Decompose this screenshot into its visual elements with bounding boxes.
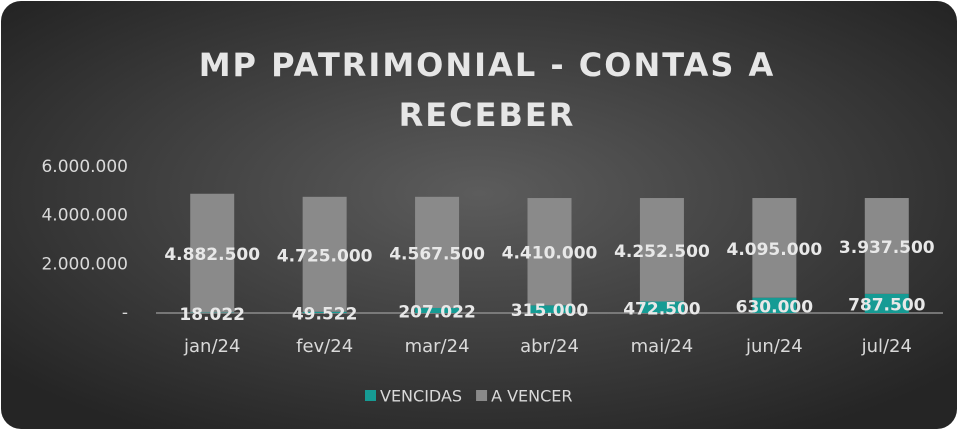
data-label: 207.022: [398, 302, 475, 322]
x-tick-label: mar/24: [405, 336, 470, 357]
bar-segment: [639, 301, 684, 313]
x-tick-label: fev/24: [296, 336, 353, 357]
y-tick-label: 4.000.000: [41, 206, 128, 226]
data-label: 4.725.000: [277, 246, 373, 266]
data-label: 472.500: [623, 299, 701, 319]
data-label: 4.882.500: [164, 245, 260, 265]
bar-segment: [190, 193, 235, 313]
bar-segment: [415, 307, 460, 313]
y-tick-label: -: [122, 303, 128, 323]
legend-swatch: [365, 390, 376, 401]
legend-swatch: [476, 390, 488, 401]
data-label: 4.567.500: [389, 244, 485, 264]
bar-segment: [864, 293, 909, 313]
data-label: 630.000: [736, 297, 814, 317]
data-label: 4.410.000: [502, 244, 598, 264]
data-label: 18.022: [179, 305, 245, 325]
bar-segment: [527, 198, 572, 306]
y-tick-label: 6.000.000: [41, 157, 128, 177]
x-tick-label: mai/24: [631, 336, 694, 357]
data-label: 787.500: [848, 295, 926, 315]
bar-segment: [527, 305, 572, 313]
y-tick-label: 2.000.000: [41, 254, 128, 274]
legend-label: VENCIDAS: [380, 387, 462, 406]
data-label: 4.252.500: [614, 242, 710, 262]
data-label: 315.000: [511, 301, 589, 321]
bar-segment: [864, 198, 909, 294]
chart-title: MP PATRIMONIAL - CONTAS A RECEBER: [198, 46, 776, 134]
bar-segment: [639, 198, 684, 302]
bar-segment: [752, 297, 797, 313]
x-tick-label: abr/24: [520, 336, 579, 357]
x-tick-label: jul/24: [861, 336, 912, 357]
bar-segment: [415, 196, 460, 308]
bar-segment: [302, 196, 347, 312]
data-label: 49.522: [292, 304, 358, 324]
data-label: 3.937.500: [839, 238, 935, 258]
bar-segment: [752, 198, 797, 298]
legend-label: A VENCER: [491, 387, 572, 406]
data-label: 4.095.000: [726, 240, 822, 260]
bar-segment: [302, 311, 347, 313]
x-tick-label: jan/24: [183, 336, 240, 357]
x-tick-label: jun/24: [745, 336, 803, 357]
